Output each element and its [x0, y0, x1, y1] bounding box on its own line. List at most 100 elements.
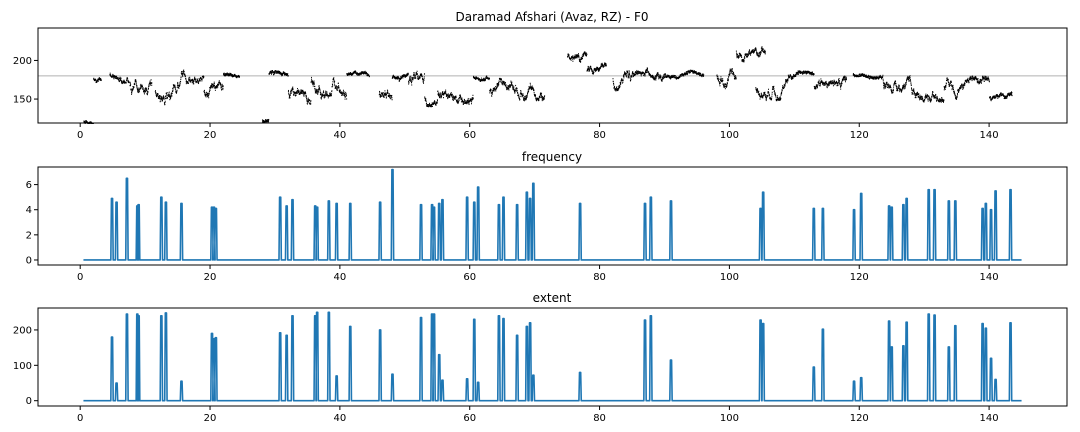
- f0-point: [316, 92, 318, 94]
- f0-point: [99, 78, 101, 80]
- f0-point: [507, 87, 509, 89]
- f0-point: [878, 75, 880, 77]
- f0-point: [753, 50, 755, 52]
- f0-point: [397, 77, 399, 79]
- f0-point: [277, 71, 279, 73]
- f0-point: [753, 50, 755, 53]
- f0-point: [90, 121, 92, 123]
- f0-point: [891, 89, 893, 91]
- f0-point: [604, 63, 606, 65]
- f0-point: [170, 94, 172, 96]
- f0-point: [761, 48, 763, 50]
- f0-point: [294, 92, 296, 94]
- f0-point: [491, 93, 493, 95]
- f0-point: [769, 94, 770, 96]
- f0-point: [901, 88, 903, 90]
- f0-point: [595, 69, 597, 72]
- f0-point: [720, 76, 722, 78]
- f0-point: [452, 96, 454, 98]
- f0-point: [128, 81, 130, 83]
- f0-point: [135, 80, 136, 83]
- f0-point: [318, 86, 320, 88]
- f0-point: [927, 95, 929, 97]
- f0-point: [817, 83, 819, 86]
- f0-point: [505, 86, 507, 88]
- f0-point: [579, 60, 581, 62]
- f0-point: [571, 56, 573, 58]
- f0-point: [903, 83, 905, 85]
- f0-point: [737, 53, 738, 55]
- f0-point: [387, 95, 389, 97]
- f0-point: [417, 76, 419, 78]
- f0-point: [299, 93, 301, 95]
- f0-point: [383, 94, 385, 96]
- f0-point: [496, 86, 498, 89]
- f0-point: [908, 79, 910, 82]
- f0-point: [157, 94, 159, 96]
- f0-point: [884, 83, 886, 85]
- f0-point: [622, 82, 624, 84]
- f0-point: [280, 74, 282, 76]
- f0-point: [803, 70, 805, 72]
- f0-point: [953, 90, 955, 92]
- f0-point: [669, 77, 671, 79]
- f0-point: [915, 93, 917, 95]
- f0-point: [896, 89, 898, 92]
- f0-point: [183, 71, 185, 73]
- f0-point: [171, 92, 173, 95]
- f0-point: [513, 86, 515, 88]
- f0-point: [588, 68, 590, 70]
- f0-point: [827, 83, 829, 85]
- f0-point: [663, 73, 665, 75]
- f0-point: [292, 88, 294, 91]
- f0-point: [218, 80, 220, 82]
- f0-point: [772, 88, 773, 90]
- f0-point: [921, 97, 923, 99]
- f0-point: [580, 59, 582, 61]
- f0-point: [320, 96, 322, 99]
- f0-point: [899, 89, 901, 91]
- f0-point: [298, 93, 300, 95]
- f0-point: [167, 97, 168, 99]
- f0-point: [436, 99, 438, 101]
- f0-point: [188, 78, 190, 81]
- f0-point: [604, 64, 606, 66]
- f0-point: [895, 81, 897, 83]
- f0-point: [434, 102, 436, 104]
- f0-point: [422, 77, 423, 80]
- f0-point: [822, 83, 824, 86]
- f0-point: [952, 86, 954, 88]
- f0-point: [883, 85, 885, 87]
- f0-point: [543, 97, 544, 99]
- f0-point: [442, 92, 444, 95]
- f0-point: [297, 87, 298, 90]
- f0-point: [839, 83, 841, 86]
- f0-point: [499, 81, 501, 83]
- f0-point: [169, 95, 171, 98]
- f0-point: [755, 47, 757, 49]
- f0-point: [876, 78, 878, 80]
- f0-point: [806, 72, 808, 74]
- f0-point: [441, 92, 443, 94]
- f0-point: [151, 82, 153, 84]
- f0-point: [124, 80, 125, 82]
- f0-point: [166, 92, 167, 94]
- f0-point: [140, 87, 142, 89]
- f0-point: [675, 76, 677, 78]
- f0-point: [208, 92, 210, 95]
- f0-point: [925, 95, 927, 97]
- f0-point: [343, 92, 345, 95]
- f0-point: [303, 95, 305, 97]
- f0-point: [724, 88, 726, 90]
- f0-point: [627, 77, 629, 79]
- f0-point: [230, 73, 232, 75]
- f0-point: [230, 72, 232, 75]
- f0-point: [137, 88, 139, 90]
- f0-point: [887, 83, 889, 85]
- f0-point: [113, 75, 115, 77]
- f0-point: [765, 96, 767, 98]
- f0-point: [155, 93, 157, 96]
- f0-point: [345, 91, 347, 94]
- f0-point: [657, 73, 659, 75]
- f0-point: [308, 99, 310, 101]
